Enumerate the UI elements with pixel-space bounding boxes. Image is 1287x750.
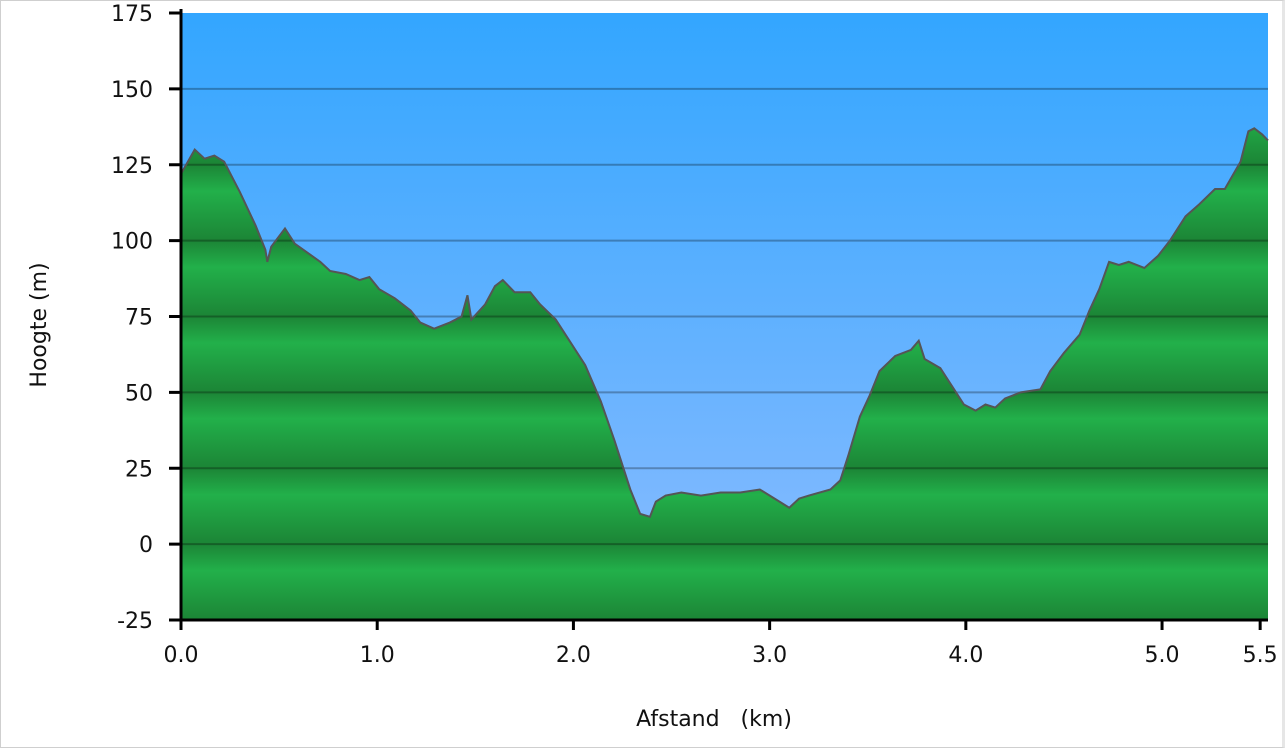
x-tick-label: 2.0 <box>556 643 591 668</box>
elevation-area <box>181 128 1268 620</box>
y-tick-label: 175 <box>111 2 153 27</box>
y-tick-label: 25 <box>125 457 153 482</box>
y-tick-label: 75 <box>125 306 153 331</box>
x-tick-label: 5.5 <box>1243 643 1278 668</box>
x-tick-label: 3.0 <box>752 643 787 668</box>
elevation-line <box>180 127 1269 519</box>
x-tick-label: 5.0 <box>1145 643 1180 668</box>
y-tick-label: 50 <box>125 381 153 406</box>
x-tick-label: 4.0 <box>948 643 983 668</box>
y-tick-label: 150 <box>111 78 153 103</box>
x-tick-label: 1.0 <box>360 643 395 668</box>
x-axis-label: Afstand (km) <box>636 707 792 732</box>
x-tick-label: 0.0 <box>164 643 199 668</box>
y-tick-label: -25 <box>117 609 153 634</box>
y-axis-label: Hoogte (m) <box>27 262 52 387</box>
y-tick-label: 100 <box>111 230 153 255</box>
y-tick-label: 125 <box>111 154 153 179</box>
y-tick-label: 0 <box>139 533 153 558</box>
